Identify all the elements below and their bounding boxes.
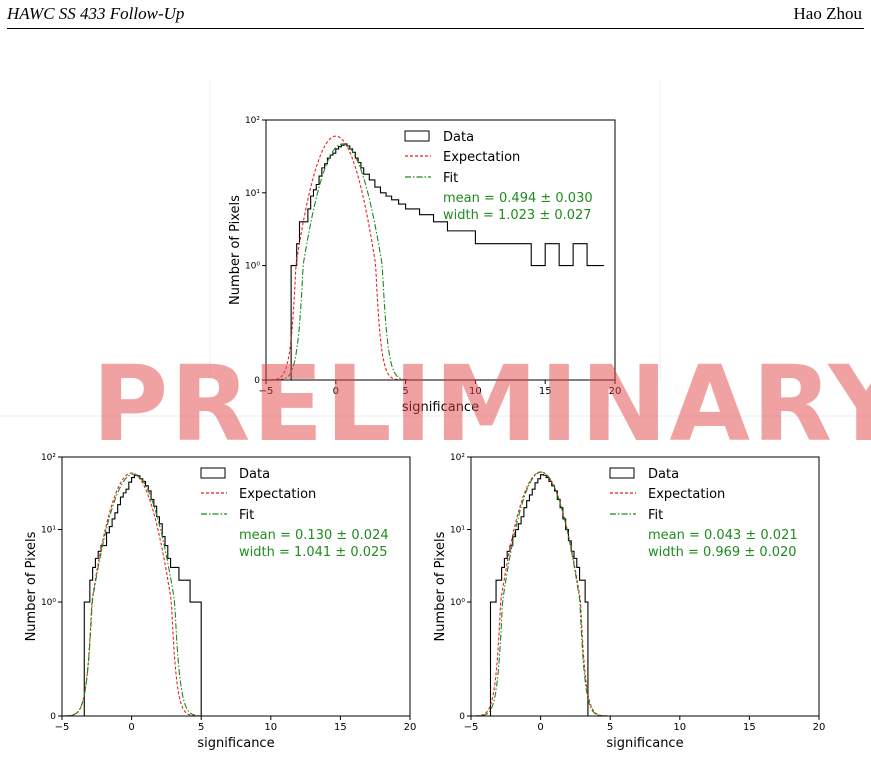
legend-expectation-label: Expectation	[648, 487, 725, 502]
legend-data-swatch	[404, 130, 430, 142]
x-tick-label: 5	[198, 722, 204, 733]
legend-fit-label: Fit	[648, 508, 663, 523]
fit-mean-text: mean = 0.494 ± 0.030	[443, 191, 593, 206]
x-tick-label: 0	[333, 386, 339, 397]
legend-expectation-label: Expectation	[443, 150, 520, 165]
x-tick-label: 10	[469, 386, 482, 397]
x-axis-label: significance	[402, 400, 479, 415]
y-tick-label: 10²	[450, 453, 465, 463]
data-histogram	[487, 474, 591, 717]
plot-frame	[470, 456, 820, 717]
y-tick-label: 10⁰	[41, 598, 56, 608]
y-tick-label: 0	[50, 712, 56, 722]
expectation-curve	[62, 472, 410, 717]
x-tick-label: 0	[537, 722, 543, 733]
y-axis-label: Number of Pixels	[24, 531, 39, 641]
y-tick-label: 10¹	[245, 189, 260, 199]
legend-data-swatch	[200, 467, 226, 479]
running-header-author: Hao Zhou	[793, 4, 862, 23]
x-axis-label: significance	[197, 736, 274, 751]
x-axis-label: significance	[606, 736, 683, 751]
fit-curve	[266, 143, 615, 381]
x-tick-label: 10	[673, 722, 686, 733]
fit-curve	[471, 471, 819, 717]
legend-expectation-label: Expectation	[239, 487, 316, 502]
y-tick-label: 10²	[245, 116, 260, 126]
x-tick-label: 20	[404, 722, 417, 733]
y-axis-label: Number of Pixels	[433, 531, 448, 641]
y-tick-label: 10⁰	[450, 598, 465, 608]
x-tick-label: −5	[464, 722, 479, 733]
x-tick-label: −5	[259, 386, 274, 397]
expectation-curve	[471, 471, 819, 717]
y-tick-label: 0	[254, 376, 260, 386]
data-histogram	[81, 474, 204, 717]
x-tick-label: 15	[539, 386, 552, 397]
y-tick-label: 0	[459, 712, 465, 722]
legend-fit-label: Fit	[443, 171, 458, 186]
legend-data-label: Data	[648, 467, 679, 482]
x-tick-label: 0	[128, 722, 134, 733]
header-rule	[7, 28, 864, 29]
running-header-title: HAWC SS 433 Follow-Up	[7, 4, 185, 23]
legend-fit-label: Fit	[239, 508, 254, 523]
x-tick-label: 10	[264, 722, 277, 733]
fit-mean-text: mean = 0.130 ± 0.024	[239, 528, 389, 543]
legend-data-label: Data	[239, 467, 270, 482]
expectation-curve	[266, 135, 615, 381]
y-tick-label: 10⁰	[245, 262, 260, 272]
legend-data-label: Data	[443, 130, 474, 145]
x-tick-label: 20	[609, 386, 622, 397]
legend-data-swatch	[609, 467, 635, 479]
x-tick-label: 20	[813, 722, 826, 733]
plot-frame	[61, 456, 411, 717]
y-tick-label: 10¹	[450, 526, 465, 536]
fit-mean-text: mean = 0.043 ± 0.021	[648, 528, 798, 543]
x-tick-label: −5	[55, 722, 70, 733]
y-tick-label: 10¹	[41, 526, 56, 536]
x-tick-label: 5	[402, 386, 408, 397]
fit-width-text: width = 0.969 ± 0.020	[648, 545, 797, 560]
x-tick-label: 5	[607, 722, 613, 733]
fit-curve	[62, 473, 410, 717]
y-axis-label: Number of Pixels	[228, 195, 243, 305]
x-tick-label: 15	[334, 722, 347, 733]
plot-frame	[265, 119, 616, 381]
y-tick-label: 10²	[41, 453, 56, 463]
fit-width-text: width = 1.041 ± 0.025	[239, 545, 388, 560]
fit-width-text: width = 1.023 ± 0.027	[443, 208, 592, 223]
x-tick-label: 15	[743, 722, 756, 733]
